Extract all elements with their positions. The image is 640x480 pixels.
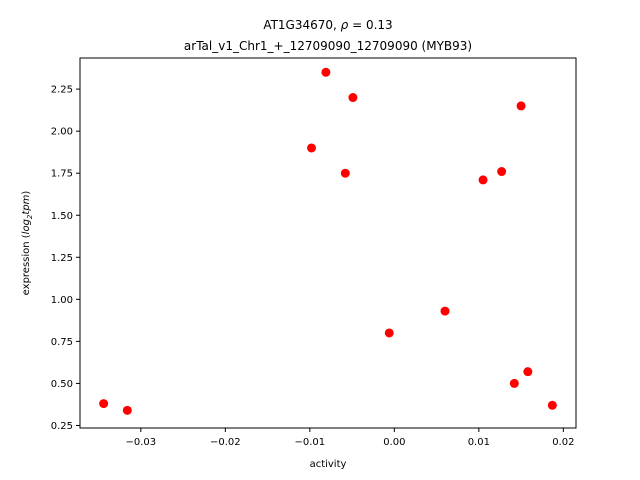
chart-title-line2: arTal_v1_Chr1_+_12709090_12709090 (MYB93… [184, 39, 472, 53]
data-point [497, 167, 507, 177]
y-tick-label: 1.75 [51, 169, 73, 180]
x-axis-label: activity [310, 459, 347, 470]
y-tick-label: 1.00 [51, 295, 73, 306]
y-axis-ticks: 0.25 0.50 0.75 1.00 1.25 1.50 1.75 2.00 2.25 [51, 85, 80, 432]
data-point [340, 168, 350, 178]
data-point [384, 328, 394, 338]
x-tick-label: 0.00 [383, 437, 405, 448]
y-tick-label: 1.50 [51, 211, 73, 222]
plot-frame [79, 57, 577, 429]
data-point [122, 405, 132, 415]
data-point [440, 306, 450, 316]
y-tick-label: 0.75 [51, 337, 73, 348]
data-points [99, 67, 557, 415]
data-point [307, 143, 317, 153]
data-point [348, 93, 358, 103]
x-tick-label: −0.03 [126, 437, 157, 448]
x-tick-label: 0.02 [552, 437, 574, 448]
y-tick-label: 2.00 [51, 127, 73, 138]
x-tick-label: 0.01 [468, 437, 490, 448]
y-tick-label: 0.50 [51, 379, 73, 390]
y-tick-label: 1.25 [51, 253, 73, 264]
x-axis-ticks: −0.03 −0.02 −0.01 0.00 0.01 0.02 [126, 428, 574, 448]
data-point [321, 67, 331, 77]
data-point [478, 175, 488, 185]
data-point [99, 399, 109, 409]
data-point [516, 101, 526, 111]
data-point [523, 367, 533, 377]
data-point [547, 400, 557, 410]
y-tick-label: 0.25 [51, 421, 73, 432]
x-tick-label: −0.02 [210, 437, 241, 448]
data-point [509, 378, 519, 388]
chart-title-line1: AT1G34670, ρ = 0.13 [263, 18, 392, 32]
y-tick-label: 2.25 [51, 85, 73, 96]
y-axis-label: expression (log2tpm) [21, 191, 34, 296]
x-tick-label: −0.01 [295, 437, 326, 448]
